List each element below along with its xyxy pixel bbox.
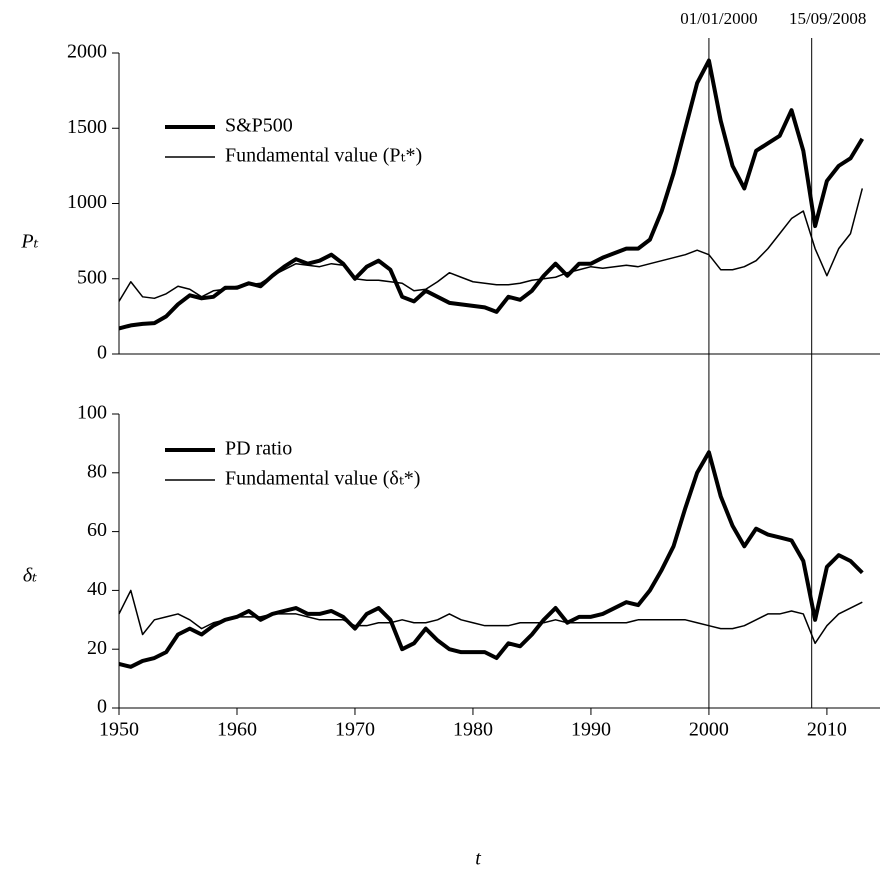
legend-label: PD ratio xyxy=(225,438,292,460)
y-axis-label: Pₜ xyxy=(20,231,38,253)
x-tick-label: 1960 xyxy=(217,719,257,741)
event-label: 15/09/2008 xyxy=(789,9,866,28)
y-tick-label: 100 xyxy=(77,402,107,424)
x-axis-label: t xyxy=(475,848,481,870)
y-tick-label: 80 xyxy=(87,460,107,482)
line-series xyxy=(118,450,864,669)
x-tick-label: 1990 xyxy=(571,719,611,741)
legend-label: Fundamental value (Pₜ*) xyxy=(225,145,422,167)
line-series xyxy=(118,188,864,302)
x-tick-label: 1950 xyxy=(99,719,139,741)
legend-label: Fundamental value (δₜ*) xyxy=(225,468,420,490)
line-series xyxy=(118,589,863,645)
x-tick-label: 1980 xyxy=(453,719,493,741)
y-tick-label: 1500 xyxy=(67,116,107,138)
y-tick-label: 20 xyxy=(87,637,107,659)
y-tick-label: 0 xyxy=(97,342,107,364)
x-tick-label: 2000 xyxy=(689,719,729,741)
y-axis-label: δₜ xyxy=(23,565,37,587)
y-tick-label: 2000 xyxy=(67,41,107,63)
legend-label: S&P500 xyxy=(225,115,293,137)
y-tick-label: 40 xyxy=(87,578,107,600)
event-label: 01/01/2000 xyxy=(680,9,757,28)
y-tick-label: 60 xyxy=(87,519,107,541)
y-tick-label: 1000 xyxy=(67,191,107,213)
y-tick-label: 500 xyxy=(77,266,107,288)
y-tick-label: 0 xyxy=(97,696,107,718)
x-tick-label: 2010 xyxy=(807,719,847,741)
x-tick-label: 1970 xyxy=(335,719,375,741)
